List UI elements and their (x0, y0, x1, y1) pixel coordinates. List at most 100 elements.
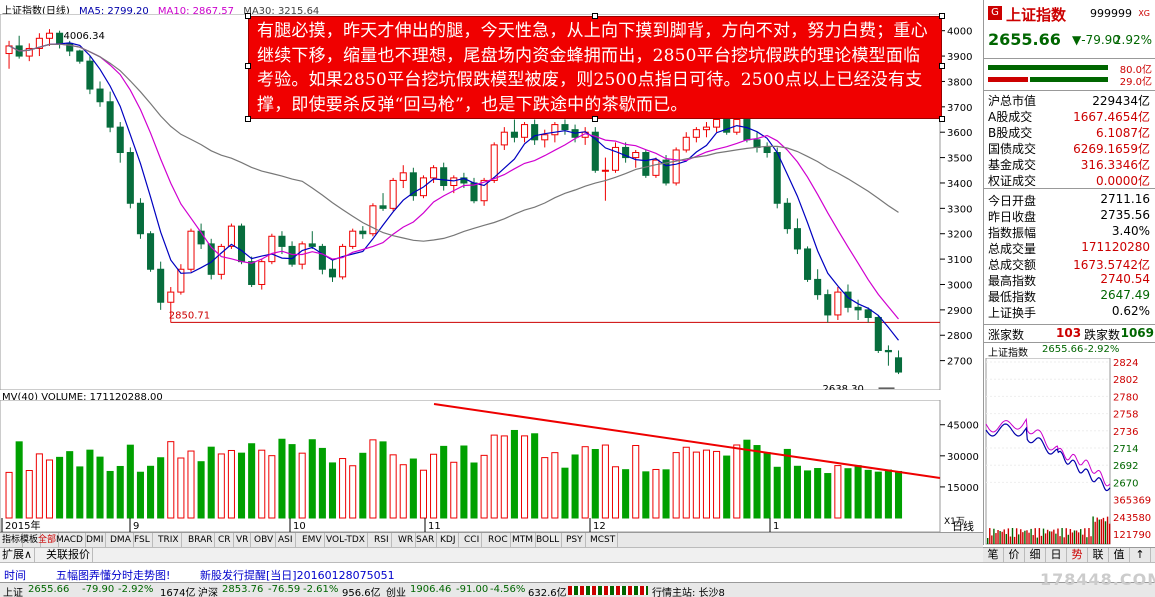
mini-volume-bar (1073, 530, 1076, 544)
mini-axis-label: 243580 (1113, 513, 1151, 524)
volume-bar (419, 469, 427, 519)
volume-bar (480, 454, 488, 519)
ma5-label: MA5: 2799.20 (79, 6, 149, 17)
candle (25, 47, 33, 57)
indicator-tab[interactable]: VOL-TDX (324, 533, 368, 547)
mini-volume-bar (1013, 536, 1016, 544)
candle (126, 152, 134, 204)
volume-bar (136, 471, 144, 519)
volume-bar (662, 469, 670, 519)
indicator-tab[interactable]: 指标 (0, 533, 24, 547)
right-view-button[interactable]: 势 (1067, 548, 1088, 562)
host-label: 行情主站: 长沙8 (652, 588, 725, 597)
volume-bar (763, 452, 771, 519)
resize-handle[interactable] (939, 13, 945, 19)
candle (56, 32, 64, 44)
resize-handle[interactable] (245, 63, 251, 69)
indicator-tab[interactable]: DMA (108, 533, 134, 547)
indicator-tab[interactable]: FSL (132, 533, 153, 547)
intraday-mini-chart[interactable]: 2824 2802 2780 2758 2736 2714 2692 2670 365369 24… (984, 358, 1155, 546)
sh-amount: 1674亿 (160, 588, 196, 597)
info-message-1[interactable]: 五幅图弄懂分时走势图! (56, 569, 171, 582)
indicator-tab[interactable]: EMV (300, 533, 325, 547)
candle (440, 167, 448, 187)
hs-label: 沪深 (198, 588, 218, 597)
indicator-tab[interactable]: 全部 (36, 533, 60, 547)
indicator-tab[interactable]: SAR (414, 533, 438, 547)
volume-bar (237, 452, 246, 519)
indicator-tab[interactable]: MCST (588, 533, 619, 547)
right-view-button[interactable]: ↑ (1130, 548, 1151, 562)
right-view-button[interactable]: 联 (1088, 548, 1109, 562)
indicator-tab[interactable]: MACD (54, 533, 86, 547)
volume-bar (379, 441, 387, 519)
resize-handle[interactable] (245, 116, 251, 122)
indicator-tab[interactable]: TRIX (156, 533, 182, 547)
xg-link[interactable]: XG (1138, 9, 1150, 18)
mini-axis-label: 2780 (1113, 392, 1138, 403)
quote-row: 今日开盘 2711.16 (986, 192, 1152, 208)
volume-bar (814, 468, 822, 519)
indicator-tab[interactable]: DMI (84, 533, 107, 547)
info-message-2[interactable]: 新股发行提醒[当日]20160128075051 (200, 569, 395, 582)
mini-volume-bar (1028, 532, 1030, 544)
volume-bar (561, 467, 569, 519)
candle (591, 131, 599, 171)
mini-axis-label: 2692 (1113, 461, 1138, 472)
indicator-tab[interactable]: ASI (276, 533, 296, 547)
mini-volume-bar (1102, 517, 1105, 544)
volume-bar (409, 458, 417, 519)
indicator-tab[interactable]: ROC (486, 533, 511, 547)
volume-bar (339, 458, 347, 519)
g-icon: G (988, 6, 1002, 20)
volume-bar (389, 454, 397, 519)
volume-bar (793, 465, 801, 519)
right-view-button[interactable]: 细 (1025, 548, 1046, 562)
right-view-button[interactable]: 值 (1109, 548, 1130, 562)
mini-volume-bar (1067, 534, 1069, 544)
resize-handle[interactable] (939, 63, 945, 69)
candle (167, 291, 175, 303)
sub-tab[interactable]: 关联报价 (44, 548, 93, 562)
resize-handle[interactable] (245, 13, 251, 19)
quote-row-label: 最高指数 (988, 274, 1037, 288)
indicator-tab[interactable]: OBV (252, 533, 277, 547)
resize-handle[interactable] (592, 13, 598, 19)
volume-bar (258, 449, 266, 519)
indicator-tab[interactable]: PSY (564, 533, 586, 547)
volume-bar (551, 452, 559, 519)
mini-title: 上证指数 (988, 348, 1028, 359)
indicator-tab[interactable]: KDJ (438, 533, 459, 547)
indicator-tab[interactable]: MTM (510, 533, 537, 547)
quote-row: 最低指数 2647.49 (986, 288, 1152, 304)
right-view-button[interactable]: 日 (1046, 548, 1067, 562)
indicator-tab[interactable]: BOLL (534, 533, 563, 547)
annotation-box[interactable]: 有腿必摸，昨天才伸出的腿，今天性急，从上向下摸到脚背，方向不对，努力白费；重心继… (248, 16, 942, 119)
ratio-bar-2b (1030, 77, 1108, 82)
right-view-button[interactable]: 笔 (983, 548, 1004, 562)
mini-volume-bar (1075, 530, 1078, 544)
indicator-tab[interactable]: BRAR (186, 533, 216, 547)
period-label[interactable]: 日线 (952, 518, 974, 534)
volume-chart[interactable]: 45000 30000 15000 X1万 2015年 9 10 11 12 1 (0, 400, 983, 532)
right-view-button[interactable]: 价 (1004, 548, 1025, 562)
resize-handle[interactable] (592, 116, 598, 122)
down-label: 跌家数 (1084, 328, 1121, 342)
resize-handle[interactable] (939, 116, 945, 122)
volume-bar (824, 473, 832, 519)
volume-bar (369, 439, 377, 519)
indicator-tab[interactable]: RSI (372, 533, 392, 547)
sub-tab[interactable]: 扩展∧ (0, 548, 36, 562)
candle (157, 268, 165, 303)
mini-volume-bar (989, 528, 991, 544)
vol-tick-label: 15000 (947, 483, 979, 494)
indicator-tab[interactable]: CR (216, 533, 234, 547)
candle (561, 124, 569, 131)
volume-bar (854, 465, 862, 519)
indicator-tab[interactable]: CCI (462, 533, 483, 547)
indicator-tab[interactable]: 模板 (18, 533, 42, 547)
indicator-tab[interactable]: VR (234, 533, 252, 547)
indicator-tab[interactable]: WR (396, 533, 417, 547)
quote-row-label: 基金成交 (988, 158, 1037, 172)
quote-row-value: 0.62% (1111, 304, 1150, 318)
